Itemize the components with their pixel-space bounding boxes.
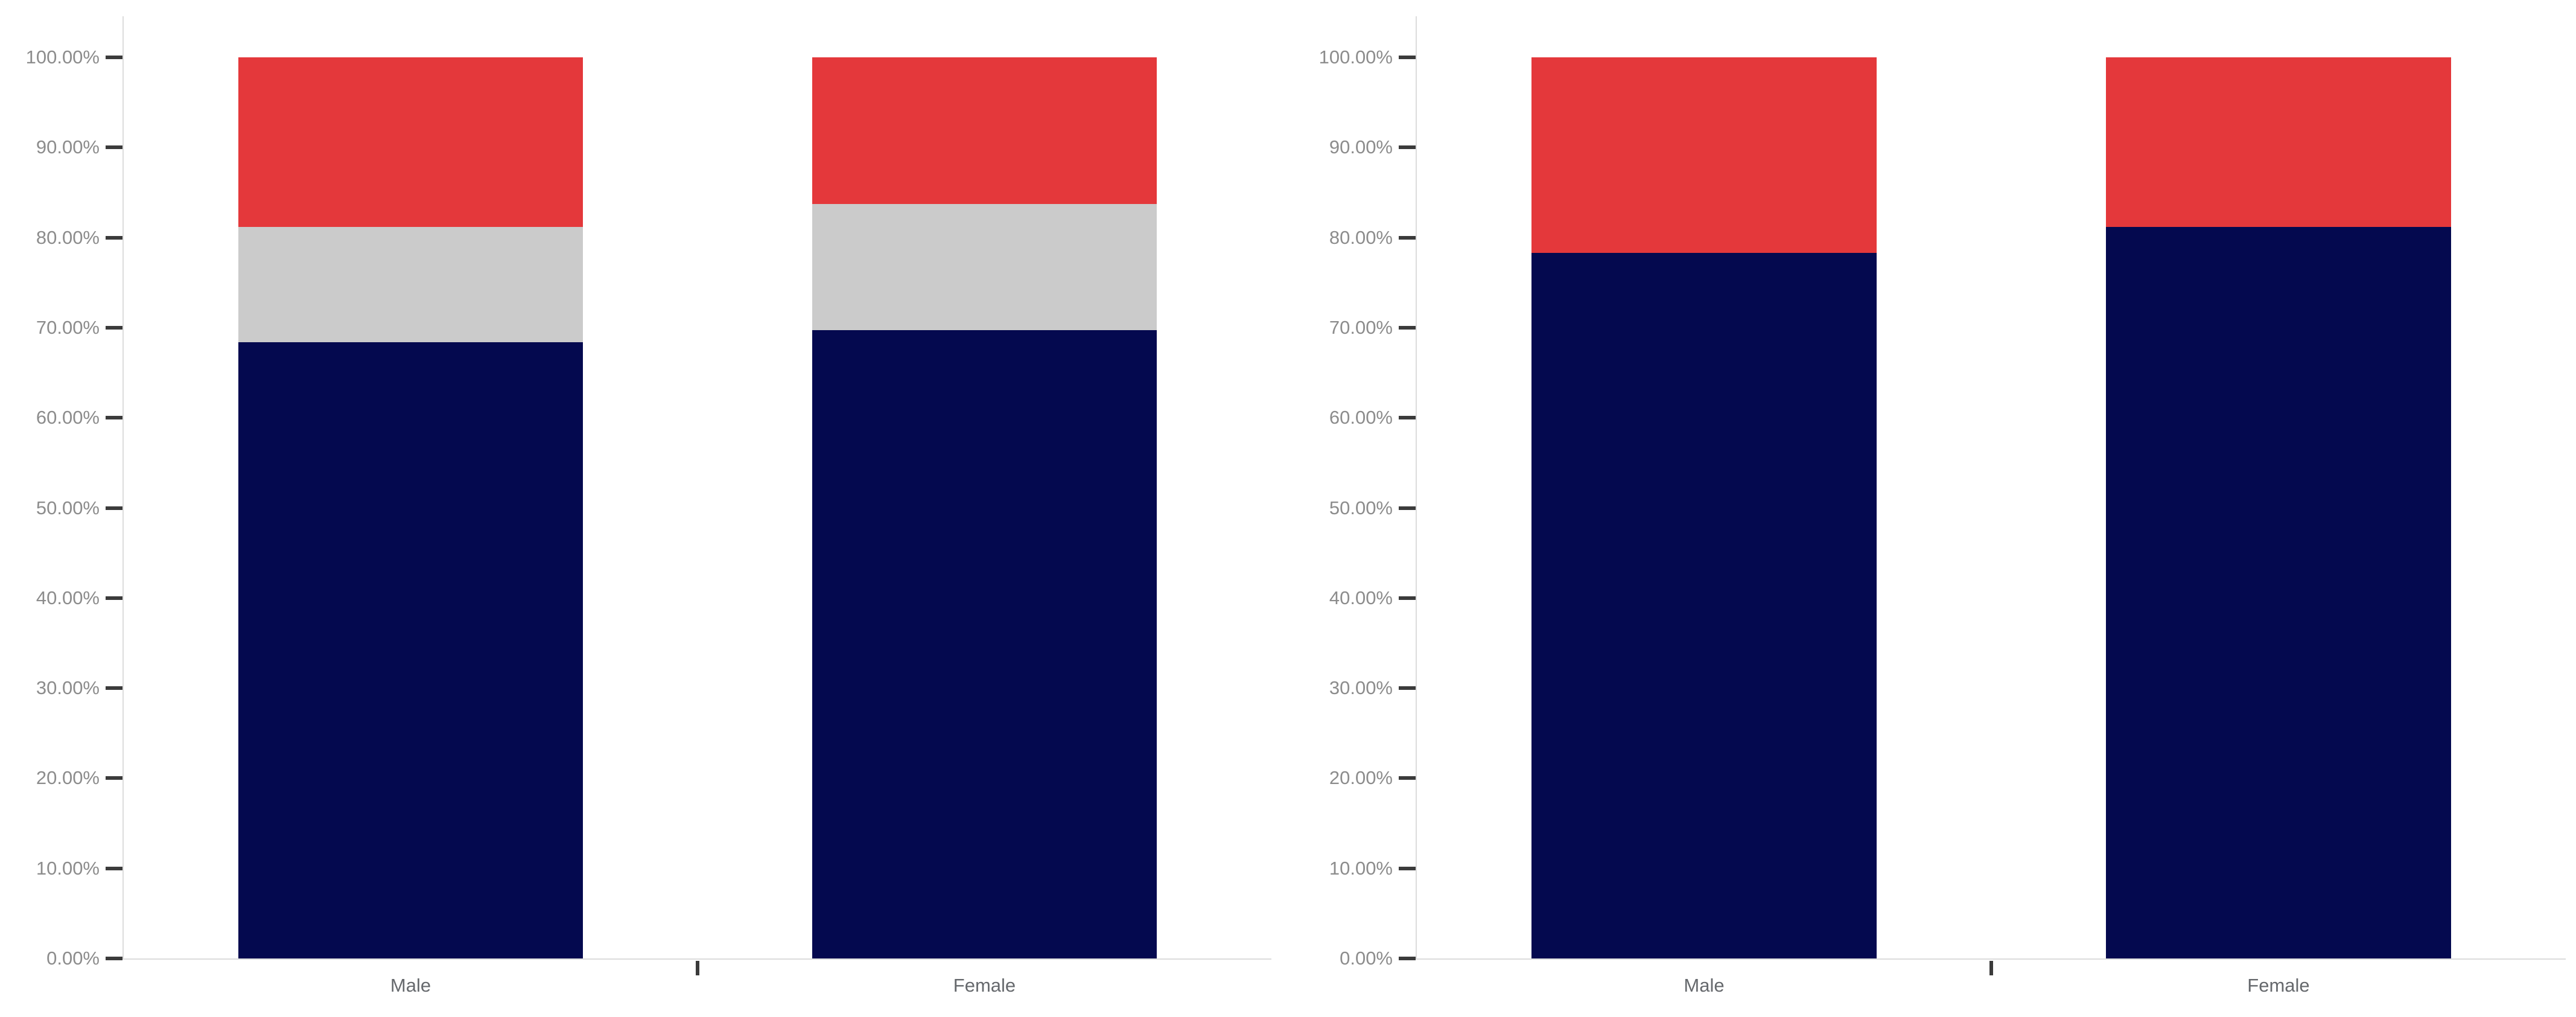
y-axis-tick-label: 0.00% bbox=[46, 948, 100, 969]
bar-segment-silver-segment[interactable] bbox=[812, 204, 1157, 331]
y-axis-tick-label: 80.00% bbox=[36, 226, 100, 248]
y-axis-tick bbox=[106, 325, 122, 330]
y-axis-tick-label: 50.00% bbox=[36, 497, 100, 518]
y-axis-tick bbox=[106, 596, 122, 600]
y-axis-tick bbox=[1399, 506, 1416, 510]
bar-segment-red-segment[interactable] bbox=[812, 57, 1157, 205]
y-axis-tick-label: 0.00% bbox=[1340, 948, 1393, 969]
stacked-bar-male bbox=[238, 57, 583, 958]
y-axis-tick bbox=[106, 866, 122, 870]
y-axis-tick-label: 30.00% bbox=[1329, 677, 1393, 699]
y-axis-tick-label: 90.00% bbox=[36, 136, 100, 158]
y-axis-tick bbox=[106, 416, 122, 420]
stacked-bar-chart-left: 0.00% 10.00% 20.00% 30.00% 40.00% 50.00% 60.00… bbox=[0, 0, 1286, 1017]
bar-segment-navy-segment[interactable] bbox=[2106, 226, 2451, 958]
y-axis-tick-label: 10.00% bbox=[36, 857, 100, 879]
x-axis-separator-tick bbox=[696, 961, 699, 975]
y-axis-tick-label: 60.00% bbox=[1329, 407, 1393, 429]
bar-segment-red-segment[interactable] bbox=[238, 57, 583, 227]
y-axis-tick bbox=[1399, 235, 1416, 240]
y-axis-tick-label: 90.00% bbox=[1329, 136, 1393, 158]
bar-segment-red-segment[interactable] bbox=[2106, 57, 2451, 227]
y-axis-tick-label: 50.00% bbox=[1329, 497, 1393, 518]
y-axis-tick-label: 70.00% bbox=[1329, 316, 1393, 338]
bar-segment-red-segment[interactable] bbox=[1531, 57, 1877, 253]
stacked-bar-male bbox=[1531, 57, 1877, 958]
y-axis-tick bbox=[106, 686, 122, 690]
y-axis-tick bbox=[106, 957, 122, 960]
y-axis-tick bbox=[1399, 866, 1416, 870]
stacked-bar-female bbox=[2106, 57, 2451, 958]
y-axis-tick-label: 80.00% bbox=[1329, 226, 1393, 248]
x-axis-line bbox=[1417, 958, 2566, 960]
y-axis-tick bbox=[106, 776, 122, 780]
y-axis-tick-label: 40.00% bbox=[1329, 587, 1393, 608]
y-axis-tick bbox=[1399, 776, 1416, 780]
y-axis-tick-label: 30.00% bbox=[36, 677, 100, 699]
bar-segment-navy-segment[interactable] bbox=[812, 330, 1157, 958]
y-axis-tick bbox=[106, 235, 122, 240]
y-axis-tick bbox=[1399, 686, 1416, 690]
stacked-bar-chart-right: 0.00% 10.00% 20.00% 30.00% 40.00% 50.00% 60.00… bbox=[1293, 0, 2576, 1017]
x-axis-category-label: Male bbox=[1684, 975, 1725, 996]
stacked-bar-female bbox=[812, 57, 1157, 958]
y-axis-tick bbox=[1399, 596, 1416, 600]
y-axis-line bbox=[122, 16, 124, 960]
y-axis-tick bbox=[106, 56, 122, 59]
bar-segment-navy-segment[interactable] bbox=[238, 342, 583, 958]
y-axis-tick bbox=[1399, 416, 1416, 420]
x-axis-category-label: Female bbox=[953, 975, 1016, 996]
y-axis-tick bbox=[1399, 145, 1416, 150]
x-axis-category-label: Female bbox=[2247, 975, 2310, 996]
y-axis-tick-label: 40.00% bbox=[36, 587, 100, 608]
plot-area: 0.00% 10.00% 20.00% 30.00% 40.00% 50.00% 60.00… bbox=[26, 46, 1271, 996]
y-axis-tick-label: 60.00% bbox=[36, 407, 100, 429]
bar-segment-navy-segment[interactable] bbox=[1531, 252, 1877, 958]
y-axis-tick-label: 20.00% bbox=[36, 767, 100, 789]
y-axis-tick bbox=[1399, 325, 1416, 330]
y-axis-tick bbox=[106, 145, 122, 150]
y-axis-tick bbox=[1399, 56, 1416, 59]
plot-area: 0.00% 10.00% 20.00% 30.00% 40.00% 50.00% 60.00… bbox=[1319, 46, 2566, 996]
y-axis-line bbox=[1416, 16, 1417, 960]
x-axis-category-label: Male bbox=[390, 975, 431, 996]
y-axis-tick-label: 100.00% bbox=[1318, 46, 1393, 68]
bar-segment-silver-segment[interactable] bbox=[238, 226, 583, 342]
x-axis-separator-tick bbox=[1989, 961, 1993, 975]
y-axis-tick-label: 100.00% bbox=[25, 46, 100, 68]
x-axis-line bbox=[124, 958, 1271, 960]
y-axis-tick bbox=[1399, 957, 1416, 960]
y-axis-tick-label: 70.00% bbox=[36, 316, 100, 338]
y-axis-tick bbox=[106, 506, 122, 510]
y-axis-tick-label: 10.00% bbox=[1329, 857, 1393, 879]
y-axis-tick-label: 20.00% bbox=[1329, 767, 1393, 789]
